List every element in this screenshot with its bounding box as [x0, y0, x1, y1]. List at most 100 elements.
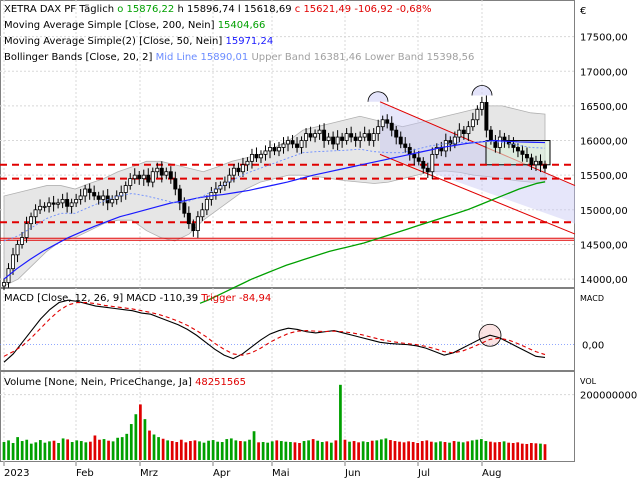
candle-body [177, 188, 182, 204]
candle-body [141, 174, 146, 180]
candle-body [389, 122, 394, 131]
month-label: Mai [272, 468, 290, 479]
price-tick-label: 16500,00 [580, 102, 628, 113]
candle-body [367, 133, 372, 141]
month-label: 2023 [4, 468, 29, 479]
month-label: Apr [213, 468, 231, 479]
candle-body [11, 254, 15, 270]
candle-body [538, 160, 543, 166]
volume-bar [384, 438, 388, 460]
svg-text:Bollinger Bands: Bollinger Bands [Close, 20, 2] Mid Line … [4, 52, 474, 63]
legend-trigger-label: Trigger [200, 293, 236, 304]
candle-body [358, 136, 363, 141]
candle-body [60, 199, 65, 204]
price-tick-label: 15000,00 [580, 206, 628, 217]
candle-body [295, 143, 300, 148]
volume-tick-label: 200000000 [580, 391, 637, 402]
month-label: Jun [344, 468, 361, 479]
candle-body [322, 129, 327, 141]
channel-lower-line [379, 153, 576, 235]
volume-bar [20, 441, 24, 460]
volume-bar [434, 442, 438, 460]
volume-bar [366, 442, 370, 460]
volume-bar [166, 440, 170, 460]
candle-body [42, 205, 47, 208]
head-mark [367, 91, 389, 102]
volume-bar [34, 442, 38, 460]
volume-bar [429, 441, 433, 460]
candle-body [421, 160, 426, 169]
volume-bar [266, 442, 270, 460]
volume-bar [89, 441, 92, 460]
candle-body [326, 136, 331, 141]
volume-bar [425, 440, 429, 460]
legend-c-label: c [295, 4, 301, 15]
volume-bar [329, 442, 333, 460]
volume-bar [107, 440, 110, 460]
legend-bb-upper: 16381,46 [314, 52, 362, 63]
volume-bar [334, 440, 338, 460]
head-mark [471, 85, 493, 96]
legend-interval: Täglich [78, 4, 114, 15]
candle-body [362, 133, 367, 138]
volume-bar [143, 419, 147, 460]
candle-body [412, 153, 417, 159]
candle-body [313, 133, 318, 138]
candle-body [245, 160, 250, 166]
volume-bar [407, 441, 410, 460]
month-label: Feb [76, 468, 94, 479]
candle-body [227, 174, 232, 183]
candle-body [173, 178, 178, 190]
volume-bar [243, 441, 247, 460]
candle-body [128, 178, 133, 186]
candle-body [380, 119, 385, 128]
candle-body [15, 244, 20, 256]
volume-bar [129, 424, 133, 460]
volume-bar [134, 414, 138, 460]
candle-body [240, 164, 245, 173]
legend-bb-params: [Close, 20, 2] [86, 52, 153, 63]
volume-bar [411, 442, 415, 460]
legend-volume-params: [None, Nein, PriceChange, Ja] [44, 377, 192, 388]
candle-body [335, 136, 340, 145]
legend-macd-name: MACD [126, 293, 156, 304]
candle-body [249, 153, 254, 162]
channel-fill [380, 101, 575, 224]
legend-bb-lower: 15398,56 [427, 52, 475, 63]
price-legend: XETRA DAX PF Täglich o 15876,22 h 15896,… [4, 4, 586, 63]
candle-body [74, 199, 79, 204]
channel-upper-line [379, 101, 576, 187]
candle-body [96, 195, 101, 200]
volume-bar [216, 441, 220, 460]
candle-body [69, 202, 74, 207]
legend-sma200-params: [Close, 200, Nein] [125, 20, 215, 31]
candle-body [195, 216, 200, 231]
candle-body [457, 129, 462, 138]
volume-bar [539, 443, 542, 460]
month-label: Mrz [140, 468, 158, 479]
macd-legend: MACD [Close, 12, 26, 9] MACD -110,39 Tri… [4, 293, 604, 304]
volume-bar [520, 443, 524, 460]
legend-instrument: XETRA DAX PF [4, 4, 76, 15]
volume-bar [57, 443, 60, 460]
support-lines [0, 163, 574, 241]
volume-bar [284, 441, 288, 460]
volume-bar [148, 430, 151, 460]
volume-bar [220, 442, 224, 460]
volume-bar [189, 441, 192, 460]
volume-bar [516, 442, 520, 460]
volume-bar [111, 441, 115, 460]
legend-bb-upper-label: Upper Band [251, 52, 310, 63]
volume-bar [79, 441, 83, 460]
volume-bar [270, 441, 274, 460]
volume-bar [261, 442, 265, 460]
candle-body [38, 205, 43, 211]
volume-bar [529, 443, 533, 460]
volume-bar [525, 443, 529, 460]
volume-bar [252, 431, 256, 460]
volume-bar [493, 442, 497, 460]
candle-body [403, 143, 408, 148]
volume-bar [48, 441, 51, 460]
volume-bar [339, 384, 342, 460]
legend-macd-params: [Close, 12, 26, 9] [37, 293, 123, 304]
